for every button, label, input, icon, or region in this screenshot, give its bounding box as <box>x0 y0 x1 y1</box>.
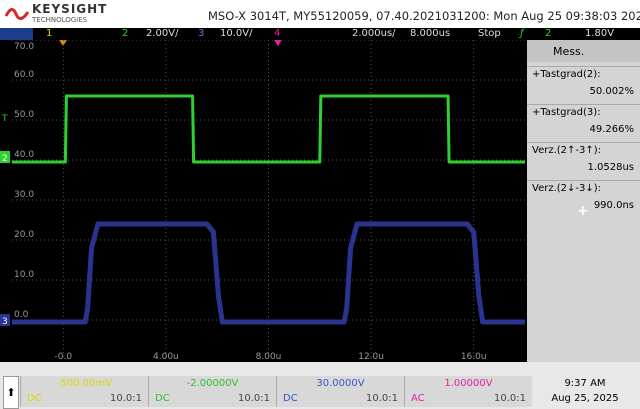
ch4-label[interactable]: 4 <box>274 28 281 39</box>
trigger-level-marker: T <box>1 114 8 124</box>
ch3-scale: 10.0V/ <box>220 28 253 39</box>
trigger-edge-icon: ƒ <box>520 28 524 39</box>
marker-label: 2 <box>2 154 8 164</box>
logo-icon <box>4 8 30 20</box>
ch1-label[interactable]: 1 <box>46 28 53 39</box>
y-tick-label: 40.0 <box>14 150 34 160</box>
channel-offset: 1.00000V <box>444 378 493 389</box>
menu-box[interactable] <box>0 28 33 40</box>
clock-date: Aug 25, 2025 <box>551 393 619 404</box>
x-tick-label: 4.00u <box>153 352 179 362</box>
measurement[interactable]: +Tastgrad(3): 49.266% <box>527 104 640 141</box>
delay: 8.000us <box>410 28 451 39</box>
marker-box <box>0 314 10 326</box>
add-measurement[interactable]: + <box>577 203 589 219</box>
measurement[interactable]: Verz.(2↑-3↑): 1.0528us <box>527 142 640 179</box>
channel-probe: 10.0:1 <box>366 393 398 404</box>
channel-marker[interactable]: 3 <box>0 314 10 327</box>
channel-box[interactable]: -2.00000V DC 10.0:1 <box>148 376 276 407</box>
trace <box>12 94 525 164</box>
marker-label: 3 <box>2 317 8 327</box>
trigger-source: 2 <box>545 28 552 39</box>
trigger-level: 1.80V <box>585 28 615 39</box>
x-tick-label: 8.00u <box>256 352 282 362</box>
trace <box>12 221 525 325</box>
display-bg <box>0 40 527 362</box>
title: MSO-X 3014T, MY55120059, 07.40.202103120… <box>208 9 640 23</box>
measurement[interactable]: Verz.(2↓-3↓): 990.0ns <box>527 180 640 217</box>
timebase: 2.000us/ <box>352 28 396 39</box>
channel-coupling: AC <box>411 393 425 404</box>
brand-sub: TECHNOLOGIES <box>32 16 88 24</box>
bottom-bar: ⬆ -500.00mV DC 10.0:1 -2.00000V DC 10.0:1 30.0… <box>0 362 640 409</box>
brand: KEYSIGHT <box>32 2 108 16</box>
panel-title: Mess. <box>553 45 585 58</box>
header: KEYSIGHT TECHNOLOGIES MSO-X 3014T, MY551… <box>0 0 640 28</box>
y-tick-label: 70.0 <box>14 42 34 52</box>
channel-probe: 10.0:1 <box>110 393 142 404</box>
channel-marker[interactable]: 2 <box>0 151 10 164</box>
measurement-label: Verz.(2↑-3↑): <box>532 145 602 156</box>
channel-coupling: DC <box>283 393 298 404</box>
trigger-position-marker <box>59 40 67 46</box>
measurement-value: 1.0528us <box>587 162 634 173</box>
measurement[interactable]: +Tastgrad(2): 50.002% <box>527 66 640 103</box>
measurement-panel: Mess. +Tastgrad(2): 50.002% +Tastgrad(3): 4… <box>527 40 640 362</box>
measurement-value: 49.266% <box>589 124 635 135</box>
marker-box <box>0 151 10 163</box>
y-tick-label: 60.0 <box>14 70 34 80</box>
clock-time: 9:37 AM <box>564 378 606 389</box>
waveform-display: 0.0 10.0 20.0 30.0 40.0 50.0 60.0 70.0 -0.0 4.00u… <box>0 40 527 362</box>
ch3-label[interactable]: 3 <box>198 28 205 39</box>
channel-box[interactable]: -500.00mV DC 10.0:1 <box>20 376 148 407</box>
channel-offset: 30.0000V <box>316 378 365 389</box>
channel-bar: 1 2 2.00V/ 3 10.0V/ 4 2.000us/ 8.000us S… <box>0 28 640 40</box>
ch4-marker <box>274 40 282 46</box>
x-tick-label: 12.0u <box>358 352 384 362</box>
measurement-value: 50.002% <box>589 86 635 97</box>
channel-box[interactable]: 1.00000V AC 10.0:1 <box>404 376 532 407</box>
x-tick-label: 16.0u <box>461 352 487 362</box>
channel-probe: 10.0:1 <box>494 393 526 404</box>
ch2-scale: 2.00V/ <box>146 28 179 39</box>
channel-box[interactable]: 30.0000V DC 10.0:1 <box>276 376 404 407</box>
ch2-label[interactable]: 2 <box>122 28 129 39</box>
x-tick-label: -0.0 <box>55 352 73 362</box>
measurement-value: 990.0ns <box>593 200 634 211</box>
measurement-label: +Tastgrad(3): <box>532 107 601 118</box>
channel-probe: 10.0:1 <box>238 393 270 404</box>
channel-offset: -2.00000V <box>186 378 239 389</box>
run-state[interactable]: Stop <box>478 28 501 39</box>
y-tick-label: 30.0 <box>14 190 34 200</box>
y-tick-label: 10.0 <box>14 270 34 280</box>
channel-coupling: DC <box>27 393 42 404</box>
channel-offset: -500.00mV <box>56 378 113 389</box>
expand-button[interactable]: ⬆ <box>3 376 19 409</box>
panel-header[interactable]: Mess. <box>527 40 640 62</box>
measurement-label: +Tastgrad(2): <box>532 69 601 80</box>
channel-coupling: DC <box>155 393 170 404</box>
measurement-label: Verz.(2↓-3↓): <box>532 183 602 194</box>
y-tick-label: 20.0 <box>14 230 34 240</box>
y-tick-label: 50.0 <box>14 110 34 120</box>
y-tick-label: 0.0 <box>14 310 29 320</box>
